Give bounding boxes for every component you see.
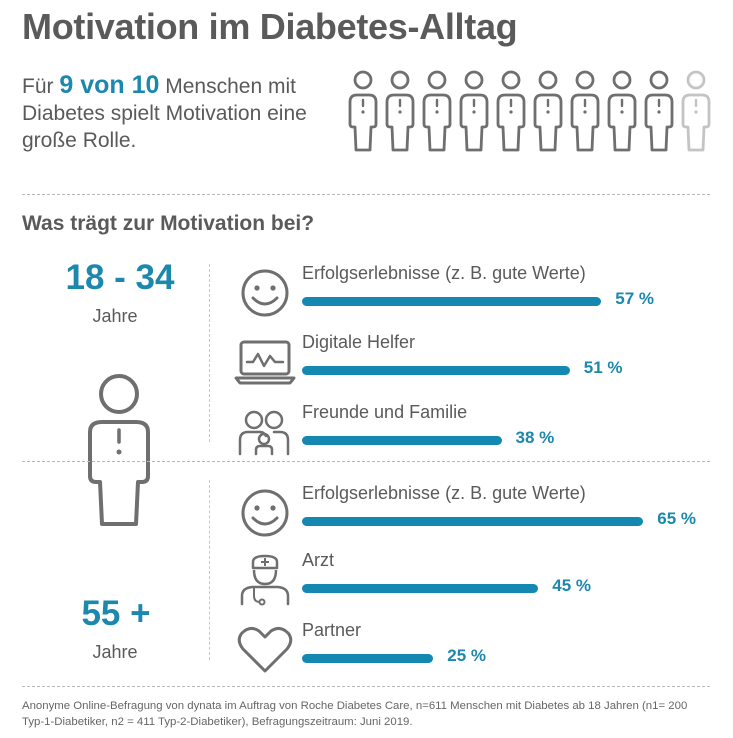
- intro-text: Für 9 von 10 Menschen mit Diabetes spiel…: [22, 72, 342, 154]
- person-icon: [533, 70, 563, 152]
- group-separator-senior: [209, 480, 210, 660]
- person-icon: [496, 70, 526, 152]
- page-title: Motivation im Diabetes-Alltag: [22, 6, 518, 47]
- bar-value-label: 38 %: [515, 428, 555, 447]
- person-icon-faded: [681, 70, 711, 152]
- person-icon: [88, 374, 150, 526]
- person-icon: [422, 70, 452, 152]
- bar: [302, 517, 644, 526]
- bar: [302, 436, 502, 445]
- smiley-icon: [241, 489, 289, 537]
- person-icon: [385, 70, 415, 152]
- age-group-senior-unit: Jahre: [92, 642, 138, 662]
- age-group-young-unit: Jahre: [92, 306, 138, 326]
- intro-post: Menschen mit Diabetes spielt Motivation …: [22, 75, 307, 152]
- bar-value-label: 57 %: [615, 289, 654, 308]
- bar: [302, 654, 434, 663]
- bar: [302, 366, 570, 375]
- bar: [302, 297, 602, 306]
- footnote: Anonyme Online-Befragung von dynata im A…: [22, 700, 688, 728]
- intro-pre: Für: [22, 75, 60, 98]
- group-divider: [22, 461, 710, 462]
- section-divider: [22, 194, 710, 195]
- bar: [302, 584, 539, 593]
- people-icon-row: [348, 70, 711, 152]
- footer-divider: [22, 686, 710, 687]
- person-icon: [459, 70, 489, 152]
- heart-icon: [237, 626, 293, 673]
- bar-value-label: 51 %: [583, 358, 623, 377]
- doctor-icon: [240, 554, 290, 606]
- group-separator-young: [209, 264, 210, 442]
- section-subtitle: Was trägt zur Motivation bei?: [22, 212, 315, 235]
- bar-label: Partner: [302, 620, 362, 640]
- laptop-icon: [234, 340, 296, 385]
- bar-value-label: 45 %: [552, 576, 591, 595]
- person-icon: [570, 70, 600, 152]
- bar-value-label: 65 %: [657, 509, 696, 528]
- bar-label: Erfolgserlebnisse (z. B. gute Werte): [302, 483, 586, 503]
- intro-highlight: 9 von 10: [59, 71, 160, 99]
- person-icon: [607, 70, 637, 152]
- bar-label: Digitale Helfer: [302, 332, 416, 352]
- bar-label: Freunde und Familie: [302, 402, 468, 422]
- family-icon: [238, 410, 290, 456]
- age-group-young-range: 18 - 34: [65, 258, 175, 297]
- age-group-senior-range: 55 +: [81, 594, 151, 633]
- bar-label: Erfolgserlebnisse (z. B. gute Werte): [302, 263, 586, 283]
- person-icon: [348, 70, 378, 152]
- smiley-icon: [241, 269, 289, 317]
- bar-label: Arzt: [302, 550, 335, 570]
- person-icon: [644, 70, 674, 152]
- bar-value-label: 25 %: [447, 646, 486, 665]
